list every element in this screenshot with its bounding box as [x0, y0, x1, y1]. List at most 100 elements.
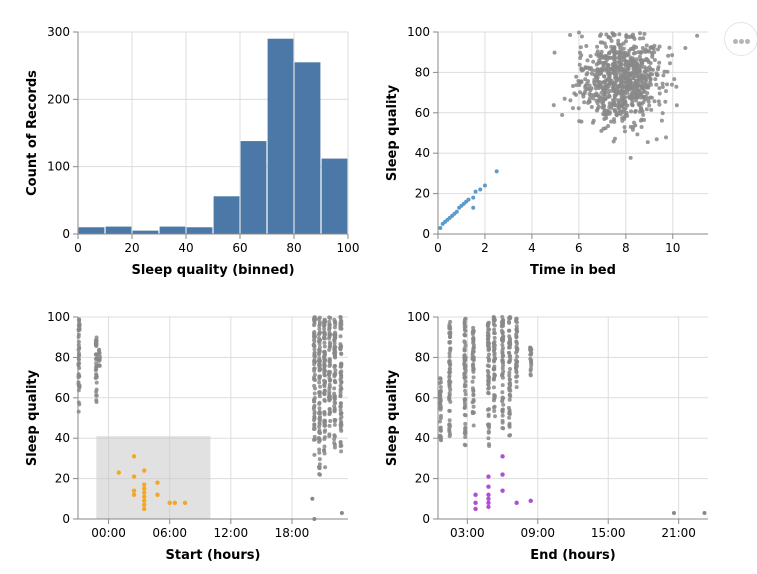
scatter-point — [657, 91, 662, 96]
scatter-point — [471, 325, 476, 330]
scatter-point — [328, 418, 333, 423]
scatter-point — [653, 77, 658, 82]
scatter-point — [322, 372, 327, 377]
scatter-point — [322, 397, 327, 402]
y-tick-label: 0 — [422, 512, 430, 526]
selected-point — [182, 500, 188, 506]
scatter-point — [328, 342, 333, 347]
selected-point — [486, 500, 491, 506]
selected-point — [172, 500, 177, 506]
scatter-point — [606, 90, 611, 95]
brush-selection — [96, 436, 211, 519]
scatter-point — [513, 366, 518, 371]
scatter-point — [641, 36, 646, 41]
scatter-point — [327, 382, 332, 387]
scatter-point — [637, 68, 642, 73]
scatter-point — [332, 422, 337, 427]
y-axis-title: Sleep quality — [25, 369, 40, 466]
scatter-point — [599, 52, 604, 57]
scatter-point — [602, 41, 607, 46]
scatter-point — [646, 99, 651, 104]
scatter-point — [616, 98, 621, 103]
scatter-point — [470, 330, 475, 335]
scatter-point — [312, 353, 317, 358]
scatter-point — [94, 398, 99, 403]
scatter-point — [638, 51, 643, 56]
scatter-point — [447, 366, 452, 371]
scatter-point — [630, 32, 635, 37]
scatter-point — [646, 60, 651, 65]
scatter-point — [593, 74, 598, 79]
scatter-point — [528, 368, 533, 373]
scatter-point — [634, 85, 639, 90]
scatter-point — [672, 77, 677, 82]
scatter-point — [578, 45, 583, 50]
scatter-point — [669, 82, 674, 87]
scatter-point — [97, 347, 102, 352]
scatter-point — [499, 324, 504, 329]
scatter-point — [327, 364, 332, 369]
scatter-point — [514, 316, 519, 321]
scatter-point — [612, 107, 617, 112]
scatter-point — [338, 404, 343, 409]
scatter-point — [612, 32, 617, 37]
scatter-point — [463, 443, 468, 448]
y-tick-label: 40 — [55, 431, 70, 445]
scatter-point — [463, 435, 468, 440]
scatter-point — [603, 126, 608, 131]
scatter-point — [492, 335, 497, 340]
scatter-point — [644, 43, 649, 48]
scatter-point — [316, 435, 321, 440]
scatter-point — [462, 340, 467, 345]
chart-start: 0 20 40 60 80 100 00:00 06:00 12:00 18:00 Start (h… — [25, 310, 348, 563]
selected-point — [131, 492, 137, 497]
scatter-point — [317, 331, 322, 336]
scatter-point — [591, 93, 596, 98]
scatter-point — [616, 38, 621, 43]
selected-point — [486, 484, 491, 489]
y-tick-label: 40 — [415, 431, 430, 445]
scatter-point — [322, 367, 327, 372]
scatter-point — [660, 111, 665, 116]
actions-menu-button[interactable] — [724, 22, 757, 56]
scatter-point — [623, 90, 628, 95]
scatter-point — [656, 99, 661, 104]
scatter-point — [322, 381, 327, 386]
y-tick-label: 20 — [415, 187, 430, 201]
scatter-point — [638, 95, 643, 100]
scatter-point — [322, 364, 327, 369]
scatter-point — [486, 429, 491, 434]
scatter-point — [322, 340, 327, 345]
scatter-point — [96, 363, 101, 368]
scatter-point — [486, 370, 491, 375]
scatter-point — [332, 338, 337, 343]
scatter-point — [589, 71, 594, 76]
scatter-point — [487, 444, 492, 449]
scatter-point — [462, 412, 467, 417]
scatter-point — [507, 320, 512, 325]
scatter-point — [657, 60, 662, 65]
scatter-point — [338, 408, 343, 413]
x-tick-label: 40 — [178, 241, 193, 255]
scatter-point — [629, 57, 634, 62]
scatter-point — [322, 321, 327, 326]
scatter-point — [322, 326, 327, 331]
scatter-point — [332, 347, 337, 352]
scatter-point — [648, 72, 653, 77]
scatter-point — [327, 373, 332, 378]
x-tick-label: 10 — [665, 241, 680, 255]
scatter-point — [618, 67, 623, 72]
scatter-point — [606, 35, 611, 40]
scatter-point — [463, 421, 468, 426]
scatter-point — [616, 41, 621, 46]
scatter-point — [327, 391, 332, 396]
scatter-point — [317, 365, 322, 370]
x-tick-label: 0 — [74, 241, 82, 255]
scatter-point — [574, 74, 579, 79]
scatter-point — [463, 431, 468, 436]
scatter-point — [486, 358, 491, 363]
scatter-point — [634, 57, 639, 62]
y-tick-label: 20 — [55, 472, 70, 486]
scatter-point — [94, 342, 99, 347]
